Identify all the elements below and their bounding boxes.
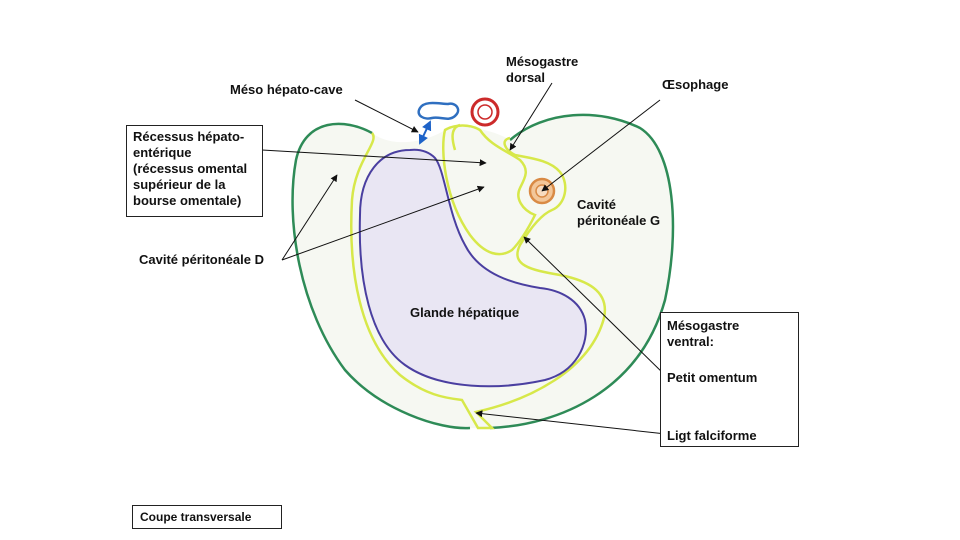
label-ligt-falciforme: Ligt falciforme (667, 428, 757, 443)
mesogastre-ventral-title-line1: Mésogastre (667, 318, 740, 333)
label-mesogastre-dorsal-line2: dorsal (506, 70, 546, 85)
peritoneum-inner-loop (442, 124, 537, 256)
body-wall-left-outline (291, 122, 471, 430)
arrow-recessus (261, 149, 487, 167)
arrow-mesogastre-dorsal (509, 82, 553, 151)
cavite-g-line1: Cavité (577, 197, 617, 212)
caption-coupe-transversale: Coupe transversale (132, 505, 282, 529)
arrow-petit-omentum (523, 236, 667, 377)
label-cavite-peritoneale-g: Cavité péritonéale G (577, 197, 660, 229)
label-mesogastre-dorsal: Mésogastre dorsal (506, 54, 578, 86)
arrow-cavite-d-1 (281, 174, 338, 261)
aorta-ring-outer (470, 97, 500, 127)
label-glande-hepatique: Glande hépatique (410, 305, 520, 320)
peritoneum-outer-lining (451, 123, 461, 151)
recessus-line4: supérieur de la (133, 177, 226, 192)
cavite-g-line2: péritonéale G (577, 213, 661, 228)
recessus-line1: Récessus hépato- (133, 129, 245, 144)
arrow-oesophage (541, 99, 661, 192)
label-mesogastre-dorsal-line1: Mésogastre (506, 54, 579, 69)
box-recessus: Récessus hépato- entérique (récessus ome… (126, 125, 263, 217)
meso-hepato-cave-double-arrow (418, 120, 432, 145)
body-wall-right-outline (489, 113, 675, 430)
inferior-vena-cava-shape (417, 101, 460, 120)
arrow-ligt-falciforme (475, 410, 667, 435)
aorta-ring-inner (477, 104, 493, 120)
box-mesogastre-ventral: Mésogastre ventral: Petit omentum Ligt f… (660, 312, 799, 447)
arrow-meso-hepato-cave (354, 99, 419, 133)
label-petit-omentum: Petit omentum (667, 370, 758, 385)
recessus-line2: entérique (133, 145, 192, 160)
liver-outline (358, 148, 587, 388)
recessus-line3: (récessus omental (133, 161, 248, 176)
mesogastre-ventral-title-line2: ventral: (667, 334, 714, 349)
label-meso-hepato-cave: Méso hépato-cave (230, 82, 343, 97)
label-oesophage: Œsophage (662, 77, 729, 92)
arrow-cavite-d-2 (281, 185, 485, 261)
peritoneum-right-recess (350, 132, 607, 430)
label-cavite-peritoneale-d: Cavité péritonéale D (139, 252, 264, 267)
recessus-line5: bourse omentale) (133, 193, 242, 208)
